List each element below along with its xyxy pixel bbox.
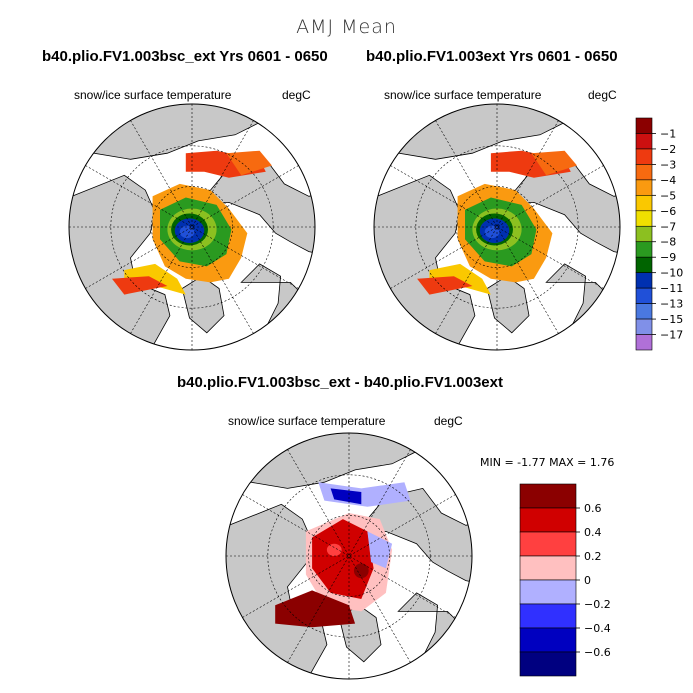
meridian-line (435, 120, 559, 334)
colorbar-label: −6 (660, 205, 676, 218)
meridian-line (85, 165, 299, 289)
map-border (225, 432, 473, 680)
diff-zone-6 (353, 563, 369, 579)
colorbar-box (635, 148, 653, 165)
land-eurasia (354, 487, 472, 588)
map-panel-3 (225, 432, 473, 680)
colorbar-box (519, 651, 577, 677)
ice-zone-1 (226, 150, 272, 176)
ice-zone-1 (531, 150, 577, 176)
map-border (68, 103, 316, 351)
colorbar-box (519, 483, 577, 509)
colorbar-box (519, 555, 577, 581)
meridian-line (85, 165, 299, 289)
colorbar-box (635, 179, 653, 196)
meridian-line (242, 494, 456, 618)
panel2-units: degC (588, 88, 617, 102)
colorbar-label: −4 (660, 174, 676, 187)
ice-zone-4 (429, 263, 491, 295)
colorbar-box (635, 117, 653, 134)
panel2-variable: snow/ice surface temperature (384, 88, 542, 102)
colorbar-box (635, 272, 653, 289)
meridian-line (287, 449, 411, 663)
panel3-title: b40.plio.FV1.003bsc_ext - b40.plio.FV1.0… (177, 374, 503, 391)
colorbar-box (635, 133, 653, 150)
colorbar-label: −0.6 (584, 646, 611, 659)
ice-zone-5 (112, 276, 168, 295)
latitude-circle (456, 186, 538, 268)
colorbar-box (635, 225, 653, 243)
meridian-line (287, 449, 411, 663)
meridian-line (130, 120, 254, 334)
colorbar-label: 0 (584, 574, 591, 587)
latitude-circle (151, 186, 233, 268)
colorbar-box (635, 195, 653, 212)
colorbar-temperature: −1 −2 −3 −4 −5 −6 −7 −8 −9 −10 −11 −13 −15 −17 (635, 117, 683, 351)
ice-zone-4 (124, 263, 186, 295)
colorbar-label: −9 (660, 251, 676, 264)
diff-zone-4 (275, 590, 356, 628)
colorbar-box (519, 627, 577, 653)
colorbar-label: −2 (660, 143, 676, 156)
panel3-stats: MIN = -1.77 MAX = 1.76 (480, 456, 615, 469)
colorbar-box (635, 210, 653, 227)
panel2-title: b40.plio.FV1.003ext Yrs 0601 - 0650 (366, 48, 618, 65)
colorbar-label: 0.6 (584, 502, 602, 515)
colorbar-box (635, 287, 653, 304)
colorbar-box (519, 603, 577, 629)
colorbar-box (635, 318, 653, 335)
meridian-line (390, 165, 604, 289)
ice-zone-5 (417, 276, 473, 295)
diff-zone-7 (326, 543, 342, 556)
colorbar-box (519, 531, 577, 557)
colorbar-box (635, 256, 653, 273)
map-border (373, 103, 621, 351)
map-panel-2 (373, 103, 621, 351)
colorbar-box (519, 507, 577, 533)
diff-zone-3 (312, 519, 374, 599)
colorbar-box (635, 241, 653, 258)
colorbar-label: −1 (660, 127, 676, 140)
panel3-units: degC (434, 414, 463, 428)
colorbar-label: −15 (660, 313, 683, 326)
main-title: AMJ Mean (296, 16, 397, 38)
colorbar-box (519, 579, 577, 605)
colorbar-label: −0.4 (584, 622, 611, 635)
colorbar-box (635, 334, 653, 351)
colorbar-box (635, 164, 653, 181)
colorbar-label: −0.2 (584, 598, 611, 611)
colorbar-label: −5 (660, 189, 676, 202)
diff-zone-1 (330, 488, 362, 505)
colorbar-box (635, 303, 653, 320)
meridian-line (130, 120, 254, 334)
colorbar-label: −7 (660, 220, 676, 233)
colorbar-label: −17 (660, 329, 683, 342)
diff-zone-5 (367, 531, 393, 569)
panel1-variable: snow/ice surface temperature (74, 88, 232, 102)
panel3-variable: snow/ice surface temperature (228, 414, 386, 428)
panel1-title: b40.plio.FV1.003bsc_ext Yrs 0601 - 0650 (42, 48, 328, 65)
colorbar-label: −8 (660, 236, 676, 249)
map-panel-1 (68, 103, 316, 351)
colorbar-label: −13 (660, 298, 683, 311)
panel1-units: degC (282, 88, 311, 102)
colorbar-label: −3 (660, 158, 676, 171)
colorbar-label: −11 (660, 282, 683, 295)
colorbar-difference: 0.6 0.4 0.2 0 −0.2 −0.4 −0.6 (519, 483, 611, 677)
colorbar-label: 0.2 (584, 550, 602, 563)
meridian-line (242, 494, 456, 618)
meridian-line (390, 165, 604, 289)
colorbar-label: 0.4 (584, 526, 602, 539)
meridian-line (435, 120, 559, 334)
latitude-circle (308, 515, 390, 597)
colorbar-label: −10 (660, 267, 683, 280)
